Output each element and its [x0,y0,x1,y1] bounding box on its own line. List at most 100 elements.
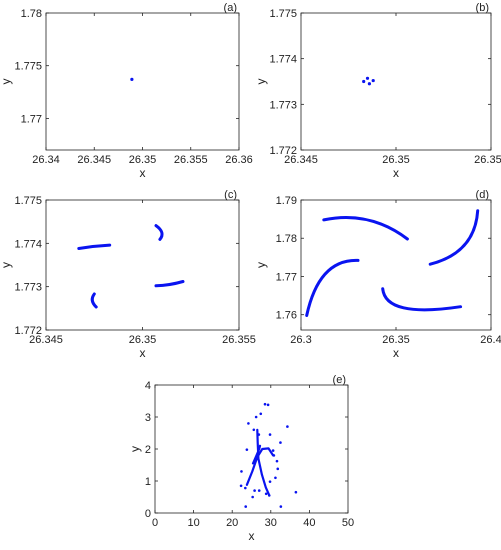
data-point [130,77,134,81]
data-point [247,422,250,425]
x-tick-label: 26.345 [77,154,111,166]
data-point [254,415,258,419]
x-tick-label: 26.35 [382,334,410,346]
x-tick-label: 26.34 [32,154,60,166]
panel-e: 0 10 20 30 40 50 0 1 2 3 4 x y (e) [128,374,354,543]
x-tick-label: 0 [152,517,158,529]
y-tick-label: 1.79 [276,195,297,207]
axes-box [300,12,492,151]
data-point [362,79,366,84]
x-tick-label: 26.355 [474,154,501,166]
data-point [264,492,268,496]
x-tick-label: 30 [265,517,277,529]
y-axis-label: y [254,262,268,268]
data-curve [251,444,262,465]
x-tick-label: 26.35 [129,334,157,346]
y-tick-label: 1.773 [269,99,297,111]
y-tick-label: 1.774 [269,54,297,66]
data-curve [322,216,409,241]
x-tick-label: 26.345 [284,154,318,166]
data-curve [381,287,463,312]
data-point [268,480,272,483]
data-point [274,476,277,480]
y-tick-label: 1.78 [276,233,297,245]
data-point [276,467,280,471]
axes-box [154,384,349,514]
data-point [257,433,261,436]
x-axis-label: x [249,529,255,543]
y-axis-label: y [254,79,268,85]
data-point [263,402,267,406]
y-axis-label: y [128,446,142,452]
panel-label: (e) [333,374,346,386]
data-curve [77,243,112,250]
data-point [271,449,275,452]
data-point [245,448,249,451]
axes-box [45,199,240,331]
y-tick-label: 1.772 [269,145,297,157]
x-tick-label: 50 [342,517,354,529]
y-tick-label: 1 [145,476,151,488]
data-point [244,486,247,490]
data-point [268,433,272,436]
data-point [275,459,279,463]
data-point [286,425,289,428]
y-tick-label: 1.78 [21,8,42,20]
y-tick-label: 4 [145,380,151,392]
data-point [244,505,248,508]
data-point [257,489,261,492]
data-curve [428,209,480,266]
data-point [239,484,243,488]
x-axis-label: x [393,166,399,180]
x-tick-label: 26.36 [225,154,253,166]
data-curve [305,258,360,317]
x-tick-label: 10 [187,517,199,529]
y-axis-label: y [0,262,13,268]
data-point [252,428,256,432]
x-tick-label: 26.3 [290,334,311,346]
data-point [365,76,370,80]
data-point [367,82,371,86]
panel-b: 26.345 26.35 26.355 1.772 1.773 1.774 1.775 x y (… [254,2,501,180]
data-point [251,495,254,499]
y-tick-label: 1.775 [14,61,42,73]
y-tick-label: 1.77 [276,271,297,283]
panel-label: (d) [476,189,489,201]
data-point [253,489,256,492]
data-point [240,470,243,473]
y-tick-label: 2 [145,444,151,456]
x-tick-label: 26.355 [174,154,208,166]
x-tick-label: 26.35 [129,154,157,166]
x-axis-label: x [393,346,399,360]
data-point [266,403,270,407]
data-point [279,441,282,444]
y-tick-label: 1.775 [269,8,297,20]
y-tick-label: 1.76 [276,310,297,322]
x-tick-label: 26.345 [29,334,63,346]
data-point [259,412,263,416]
data-point [279,505,283,508]
y-tick-label: 0 [145,508,151,520]
data-curve [90,292,98,309]
x-tick-label: 26.355 [222,334,256,346]
y-tick-label: 1.772 [14,325,42,337]
axes-box [45,12,240,151]
panel-d: 26.3 26.35 26.4 1.76 1.77 1.78 1.79 x y (d) [254,189,501,360]
y-tick-label: 1.775 [14,195,42,207]
data-curve [245,447,275,486]
data-curve [256,428,270,496]
data-point [272,454,276,457]
y-tick-label: 1.773 [14,282,42,294]
data-point [267,494,271,497]
x-axis-label: x [140,166,146,180]
data-curve [154,280,185,288]
x-axis-label: x [140,346,146,360]
data-point [294,490,298,494]
data-curve [154,224,164,241]
x-tick-label: 26.4 [480,334,501,346]
panel-c: 26.345 26.35 26.355 1.772 1.773 1.774 1.775 x y (… [0,189,256,360]
y-tick-label: 3 [145,412,151,424]
y-axis-label: y [0,79,13,85]
x-tick-label: 26.35 [382,154,410,166]
